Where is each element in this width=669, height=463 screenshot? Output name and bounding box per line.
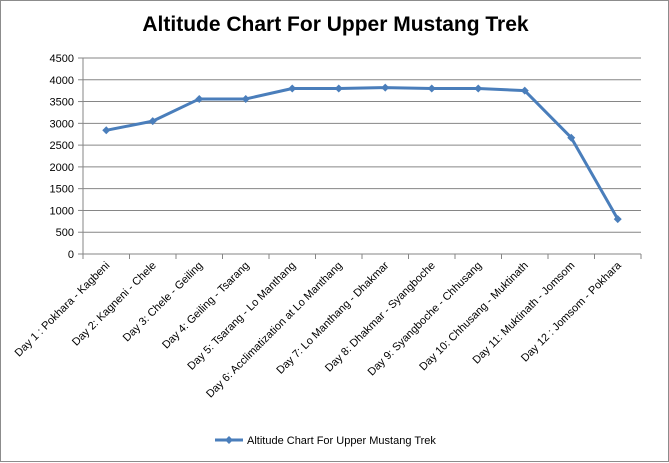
y-tick-label: 2000 — [50, 162, 74, 174]
data-point — [427, 84, 436, 93]
x-tick-label: Day 1 : Pokhara - Kagbeni — [13, 260, 113, 360]
data-point — [148, 117, 157, 126]
chart-title: Altitude Chart For Upper Mustang Trek — [142, 13, 529, 36]
x-tick-label: Day 3: Chele - Geiling — [121, 260, 206, 345]
y-tick-label: 0 — [68, 249, 74, 261]
data-point — [241, 94, 250, 103]
y-tick-label: 4000 — [50, 75, 74, 87]
y-tick-label: 1000 — [50, 205, 74, 217]
data-point — [474, 84, 483, 93]
y-tick-label: 4500 — [50, 53, 74, 65]
y-tick-label: 3500 — [50, 97, 74, 109]
data-point — [334, 84, 343, 93]
x-tick-label: Day 2: Kagneni - Chele — [70, 260, 159, 349]
y-tick-label: 500 — [56, 227, 74, 239]
x-tick-label: Day 12 : Jomsom - Pokhara — [519, 259, 625, 365]
legend-marker — [225, 436, 233, 444]
x-tick-label: Day 4: Geiling - Tsarang — [160, 260, 252, 352]
data-point — [613, 215, 622, 224]
legend-label: Altitude Chart For Upper Mustang Trek — [247, 435, 436, 447]
data-point — [288, 84, 297, 93]
data-point — [195, 94, 204, 103]
data-point — [102, 126, 111, 135]
data-point — [520, 86, 529, 95]
series-line — [105, 86, 620, 220]
data-point — [381, 83, 390, 92]
data-point — [567, 133, 576, 142]
y-tick-label: 1500 — [50, 184, 74, 196]
y-tick-label: 2500 — [50, 140, 74, 152]
y-tick-label: 3000 — [50, 118, 74, 130]
